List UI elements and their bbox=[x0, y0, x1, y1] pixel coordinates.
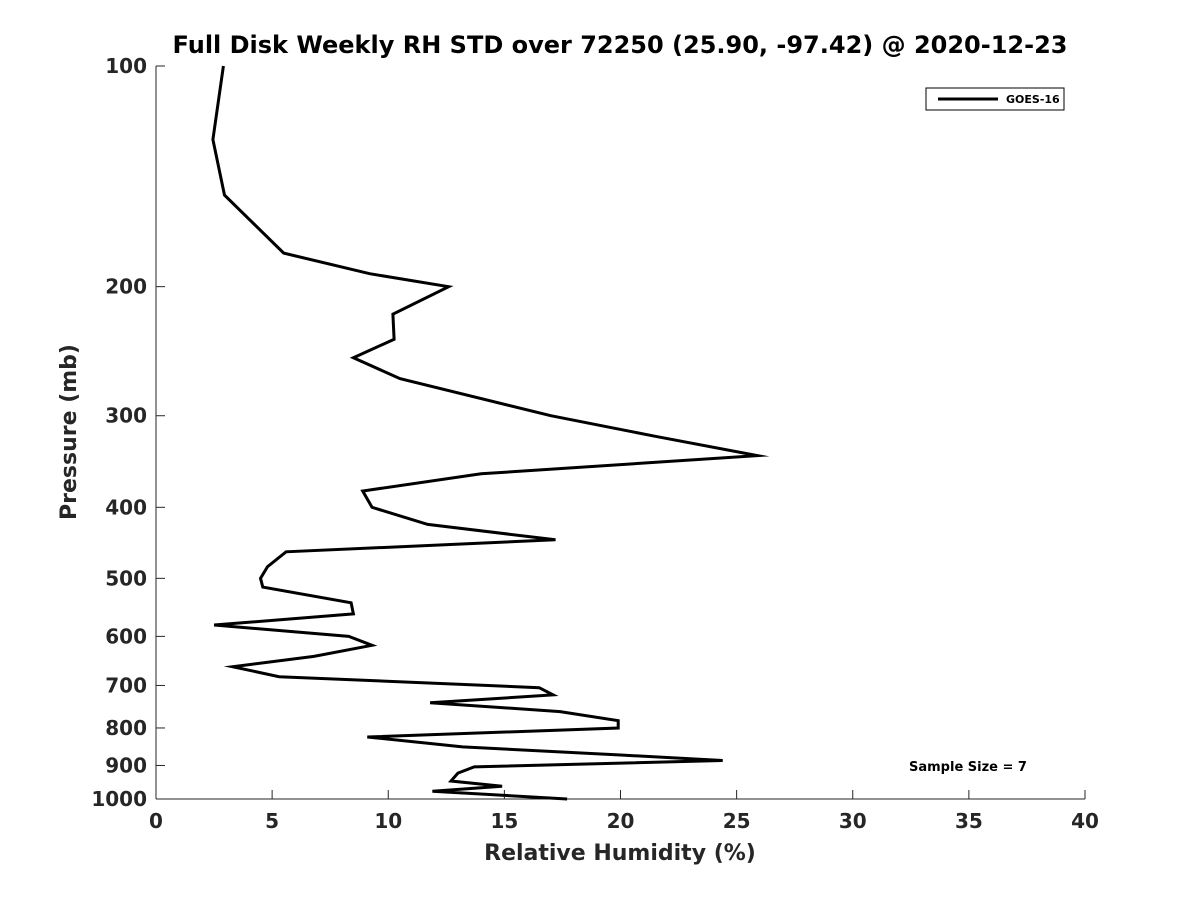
sample-size-annotation: Sample Size = 7 bbox=[909, 760, 1027, 775]
x-tick-label: 25 bbox=[723, 809, 751, 833]
chart-title: Full Disk Weekly RH STD over 72250 (25.9… bbox=[173, 31, 1068, 59]
x-axis-label: Relative Humidity (%) bbox=[484, 841, 756, 866]
legend-label-goes-16: GOES-16 bbox=[1006, 93, 1060, 106]
y-tick-label: 800 bbox=[105, 716, 147, 740]
y-tick-label: 1000 bbox=[91, 787, 147, 811]
x-tick-label: 40 bbox=[1071, 809, 1099, 833]
y-tick-label: 700 bbox=[105, 673, 147, 697]
y-tick-label: 100 bbox=[105, 54, 147, 78]
y-axis-label: Pressure (mb) bbox=[57, 344, 82, 520]
x-tick-label: 15 bbox=[490, 809, 518, 833]
x-tick-label: 35 bbox=[955, 809, 983, 833]
series-layer bbox=[211, 65, 770, 801]
y-tick-label: 200 bbox=[105, 275, 147, 299]
x-tick-label: 5 bbox=[265, 809, 279, 833]
x-tick-label: 20 bbox=[607, 809, 635, 833]
plot-background bbox=[156, 66, 1085, 799]
legend: GOES-16 bbox=[925, 87, 1065, 111]
y-axis: 100 200 300 400 500 600 700 800 900 1000 bbox=[91, 54, 165, 811]
y-tick-label: 400 bbox=[105, 495, 147, 519]
x-tick-label: 10 bbox=[374, 809, 402, 833]
y-tick-label: 300 bbox=[105, 404, 147, 428]
x-tick-label: 0 bbox=[149, 809, 163, 833]
y-tick-label: 900 bbox=[105, 753, 147, 777]
y-tick-label: 500 bbox=[105, 566, 147, 590]
plot-area bbox=[156, 66, 1085, 799]
y-tick-label: 600 bbox=[105, 624, 147, 648]
x-axis: 0 5 10 15 20 25 30 35 40 bbox=[149, 790, 1099, 833]
series-line-goes-16 bbox=[211, 65, 770, 801]
x-tick-label: 30 bbox=[839, 809, 867, 833]
